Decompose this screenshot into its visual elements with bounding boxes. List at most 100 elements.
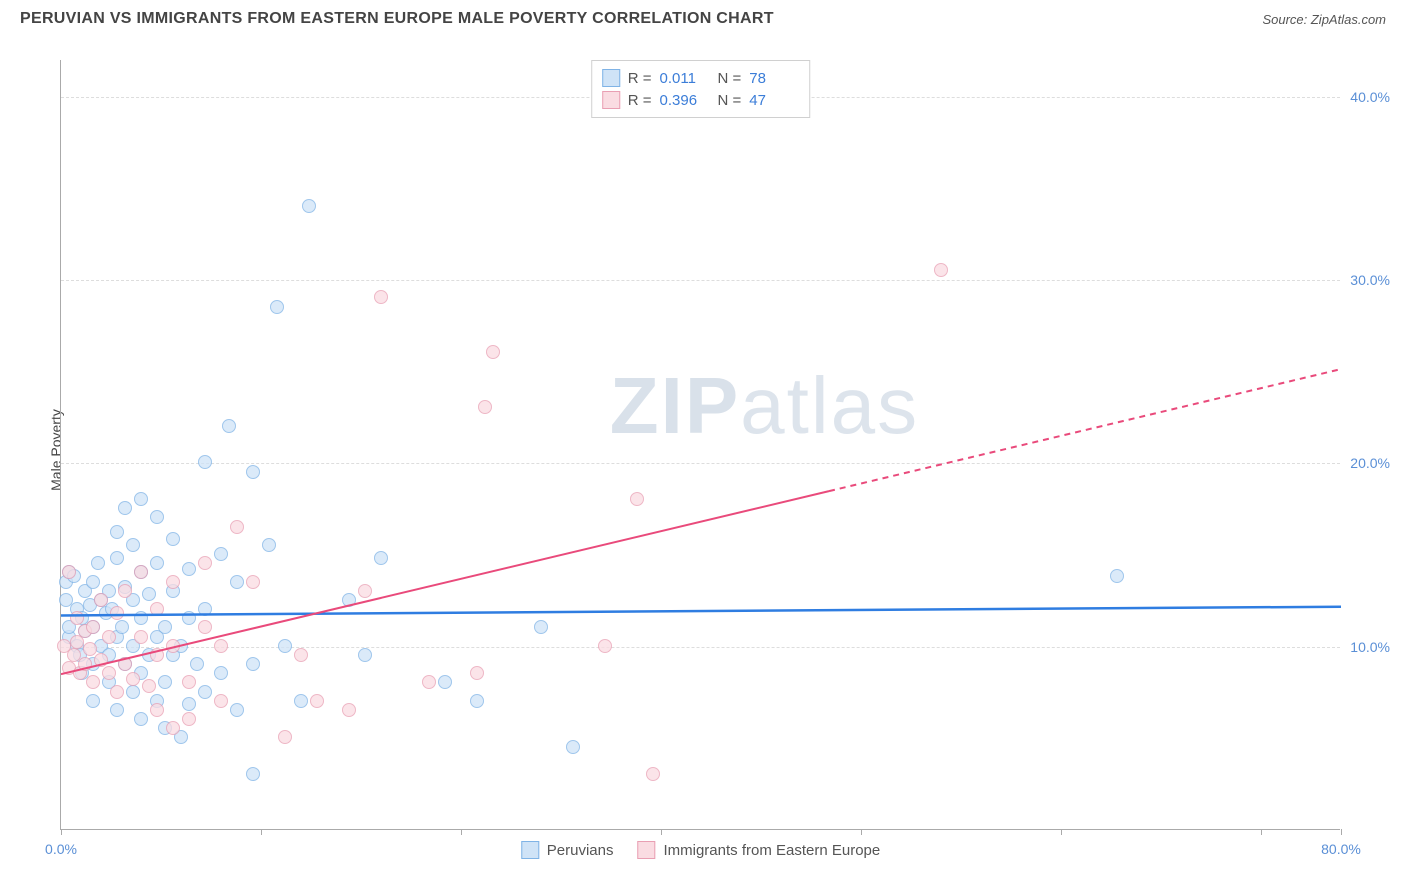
series-swatch-icon	[602, 91, 620, 109]
data-point	[230, 575, 244, 589]
data-point	[190, 657, 204, 671]
data-point	[934, 263, 948, 277]
data-point	[246, 575, 260, 589]
data-point	[1110, 569, 1124, 583]
data-point	[294, 694, 308, 708]
x-tick	[661, 829, 662, 835]
data-point	[142, 587, 156, 601]
chart-container: Male Poverty ZIPatlas R = 0.011 N = 78 R…	[20, 50, 1386, 850]
data-point	[198, 602, 212, 616]
data-point	[342, 593, 356, 607]
data-point	[246, 465, 260, 479]
source-label: Source: ZipAtlas.com	[1262, 12, 1386, 27]
data-point	[166, 721, 180, 735]
legend-series-label: Immigrants from Eastern Europe	[663, 842, 880, 859]
legend-n-value: 78	[749, 70, 799, 87]
data-point	[134, 565, 148, 579]
data-point	[83, 642, 97, 656]
y-tick-label: 10.0%	[1350, 639, 1390, 655]
data-point	[478, 400, 492, 414]
data-point	[230, 520, 244, 534]
legend-series: Peruvians Immigrants from Eastern Europe	[521, 841, 880, 859]
legend-stats: R = 0.011 N = 78 R = 0.396 N = 47	[591, 60, 811, 118]
legend-r-label: R =	[628, 70, 652, 87]
y-tick-label: 40.0%	[1350, 89, 1390, 105]
data-point	[470, 666, 484, 680]
series-swatch-icon	[637, 841, 655, 859]
data-point	[118, 584, 132, 598]
data-point	[214, 666, 228, 680]
x-tick	[1341, 829, 1342, 835]
data-point	[134, 492, 148, 506]
trend-overlay	[61, 60, 1341, 830]
data-point	[150, 703, 164, 717]
data-point	[182, 712, 196, 726]
data-point	[270, 300, 284, 314]
data-point	[358, 584, 372, 598]
data-point	[198, 685, 212, 699]
data-point	[470, 694, 484, 708]
legend-r-label: R =	[628, 92, 652, 109]
data-point	[246, 657, 260, 671]
data-point	[278, 730, 292, 744]
data-point	[118, 501, 132, 515]
data-point	[182, 611, 196, 625]
data-point	[310, 694, 324, 708]
data-point	[158, 675, 172, 689]
data-point	[630, 492, 644, 506]
data-point	[198, 455, 212, 469]
data-point	[342, 703, 356, 717]
data-point	[70, 611, 84, 625]
legend-stats-row: R = 0.396 N = 47	[602, 89, 800, 111]
data-point	[142, 679, 156, 693]
data-point	[134, 630, 148, 644]
data-point	[150, 648, 164, 662]
data-point	[214, 694, 228, 708]
data-point	[262, 538, 276, 552]
x-tick	[61, 829, 62, 835]
x-tick	[1261, 829, 1262, 835]
y-tick-label: 30.0%	[1350, 272, 1390, 288]
data-point	[358, 648, 372, 662]
gridline	[61, 647, 1340, 648]
legend-r-value: 0.396	[660, 92, 710, 109]
data-point	[134, 712, 148, 726]
legend-stats-row: R = 0.011 N = 78	[602, 67, 800, 89]
data-point	[86, 694, 100, 708]
data-point	[118, 657, 132, 671]
data-point	[182, 562, 196, 576]
data-point	[126, 672, 140, 686]
y-tick-label: 20.0%	[1350, 455, 1390, 471]
x-tick	[261, 829, 262, 835]
data-point	[126, 538, 140, 552]
data-point	[422, 675, 436, 689]
plot-area: ZIPatlas R = 0.011 N = 78 R = 0.396 N = …	[60, 60, 1340, 830]
data-point	[62, 565, 76, 579]
data-point	[91, 556, 105, 570]
data-point	[78, 657, 92, 671]
data-point	[598, 639, 612, 653]
legend-n-label: N =	[718, 92, 742, 109]
data-point	[182, 697, 196, 711]
data-point	[86, 575, 100, 589]
data-point	[438, 675, 452, 689]
data-point	[94, 653, 108, 667]
data-point	[126, 685, 140, 699]
data-point	[115, 620, 129, 634]
data-point	[486, 345, 500, 359]
legend-n-label: N =	[718, 70, 742, 87]
data-point	[150, 556, 164, 570]
data-point	[110, 525, 124, 539]
data-point	[246, 767, 260, 781]
data-point	[294, 648, 308, 662]
data-point	[166, 532, 180, 546]
x-tick	[461, 829, 462, 835]
data-point	[110, 703, 124, 717]
x-tick-label: 0.0%	[45, 841, 77, 857]
data-point	[166, 639, 180, 653]
data-point	[214, 639, 228, 653]
data-point	[94, 593, 108, 607]
x-tick-label: 80.0%	[1321, 841, 1361, 857]
data-point	[198, 620, 212, 634]
data-point	[302, 199, 316, 213]
